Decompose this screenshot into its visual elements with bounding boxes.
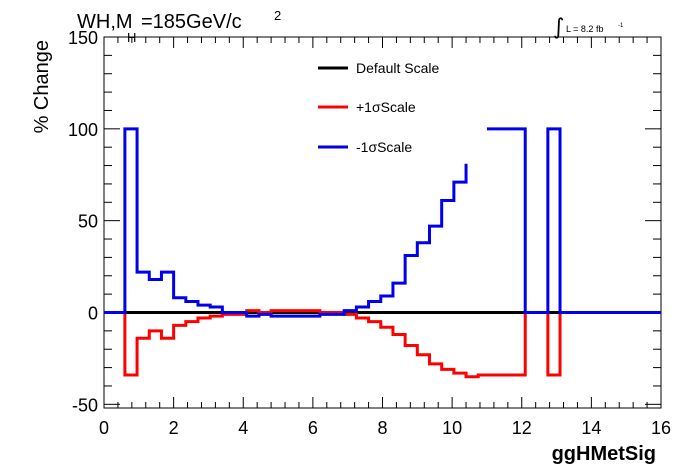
x-tick-label: 0 xyxy=(99,418,109,438)
x-tick-label: 12 xyxy=(512,418,532,438)
y-tick-label: 50 xyxy=(78,212,98,232)
y-tick-label: 0 xyxy=(88,303,98,323)
x-axis-title: ggHMetSig xyxy=(552,443,656,465)
x-tick-label: 10 xyxy=(442,418,462,438)
series-line-1-scale xyxy=(104,127,468,318)
y-tick-label: 150 xyxy=(68,28,98,48)
y-axis-title: % Change xyxy=(31,40,53,133)
lumi-superscript: -1 xyxy=(618,23,624,29)
series-line-1-scale xyxy=(104,309,661,379)
series-line-1-scale-part1 xyxy=(486,127,661,314)
legend-label: -1σScale xyxy=(356,139,412,155)
integral-icon: ∫ xyxy=(553,15,564,40)
x-tick-label: 4 xyxy=(238,418,248,438)
x-tick-label: 16 xyxy=(651,418,671,438)
luminosity-label: ∫ L = 8.2 fb -1 xyxy=(553,15,624,40)
legend-label: +1σScale xyxy=(356,99,416,115)
legend-label: Default Scale xyxy=(356,60,439,76)
title-prefix: WH,M xyxy=(77,11,133,33)
legend: Default Scale +1σScale -1σScale xyxy=(318,60,439,155)
lumi-text: L = 8.2 fb xyxy=(566,24,603,34)
title-superscript: 2 xyxy=(274,8,281,23)
series-layer xyxy=(104,127,661,379)
x-tick-label: 6 xyxy=(308,418,318,438)
x-tick-label: 14 xyxy=(581,418,601,438)
plot-frame xyxy=(103,36,662,409)
x-tick-label: 2 xyxy=(169,418,179,438)
chart-title: WH,M H =185GeV/c 2 xyxy=(77,8,281,45)
y-tick-label: 100 xyxy=(68,120,98,140)
x-tick-label: 8 xyxy=(377,418,387,438)
y-tick-label: -50 xyxy=(72,395,98,415)
title-suffix: =185GeV/c xyxy=(141,11,242,33)
